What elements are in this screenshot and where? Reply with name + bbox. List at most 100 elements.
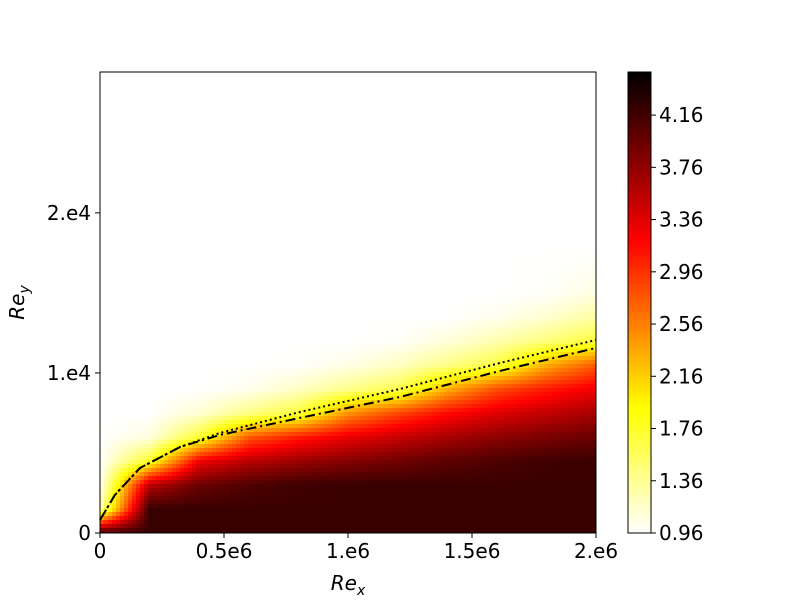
field-cell [100, 316, 105, 321]
field-cell [148, 88, 153, 93]
field-cell [216, 120, 221, 125]
field-cell [100, 472, 105, 477]
field-cell [152, 256, 157, 261]
field-cell [120, 440, 125, 445]
field-cell [236, 124, 241, 129]
field-cell [244, 320, 249, 325]
field-cell [144, 276, 149, 281]
field-cell [248, 164, 253, 169]
field-cell [204, 256, 209, 261]
field-cell [248, 280, 253, 285]
field-cell [256, 396, 261, 401]
field-cell [236, 96, 241, 101]
field-cell [220, 520, 225, 525]
field-cell [180, 376, 185, 381]
field-cell [256, 184, 261, 189]
field-cell [120, 500, 125, 505]
field-cell [204, 448, 209, 453]
field-cell [196, 72, 201, 77]
field-cell [104, 504, 109, 509]
field-cell [180, 496, 185, 501]
field-cell [148, 296, 153, 301]
field-cell [144, 352, 149, 357]
field-cell [156, 220, 161, 225]
field-cell [252, 328, 257, 333]
field-cell [108, 344, 113, 349]
field-cell [100, 116, 105, 121]
field-cell [108, 324, 113, 329]
field-cell [260, 240, 265, 245]
field-cell [228, 480, 233, 485]
field-cell [144, 432, 149, 437]
field-cell [184, 244, 189, 249]
field-cell [124, 240, 129, 245]
field-cell [132, 416, 137, 421]
field-cell [260, 308, 265, 313]
field-cell [224, 292, 229, 297]
field-cell [160, 396, 165, 401]
field-cell [260, 448, 265, 453]
field-cell [116, 428, 121, 433]
field-cell [256, 508, 261, 513]
field-cell [196, 128, 201, 133]
field-cell [236, 128, 241, 133]
field-cell [188, 100, 193, 105]
field-cell [224, 136, 229, 141]
field-cell [112, 200, 117, 205]
field-cell [136, 256, 141, 261]
field-cell [188, 336, 193, 341]
field-cell [120, 392, 125, 397]
field-cell [268, 404, 273, 409]
field-cell [236, 188, 241, 193]
field-cell [140, 412, 145, 417]
field-cell [180, 300, 185, 305]
field-cell [248, 456, 253, 461]
field-cell [112, 212, 117, 217]
field-cell [132, 420, 137, 425]
field-cell [220, 424, 225, 429]
field-cell [128, 300, 133, 305]
field-cell [168, 104, 173, 109]
field-cell [148, 504, 153, 509]
field-cell [160, 132, 165, 137]
field-cell [124, 124, 129, 129]
field-cell [140, 176, 145, 181]
field-cell [192, 284, 197, 289]
field-cell [132, 80, 137, 85]
field-cell [104, 312, 109, 317]
field-cell [108, 332, 113, 337]
field-cell [224, 396, 229, 401]
field-cell [104, 200, 109, 205]
field-cell [224, 228, 229, 233]
field-cell [176, 84, 181, 89]
field-cell [160, 520, 165, 525]
field-cell [152, 96, 157, 101]
field-cell [132, 340, 137, 345]
field-cell [252, 368, 257, 373]
field-cell [220, 492, 225, 497]
field-cell [108, 480, 113, 485]
field-cell [252, 356, 257, 361]
field-cell [240, 268, 245, 273]
field-cell [164, 76, 169, 81]
field-cell [168, 388, 173, 393]
field-cell [128, 400, 133, 405]
field-cell [228, 124, 233, 129]
field-cell [220, 212, 225, 217]
field-cell [260, 420, 265, 425]
field-cell [232, 268, 237, 273]
field-cell [244, 100, 249, 105]
field-cell [160, 316, 165, 321]
field-cell [240, 512, 245, 517]
field-cell [104, 492, 109, 497]
field-cell [260, 352, 265, 357]
field-cell [156, 416, 161, 421]
field-cell [152, 84, 157, 89]
field-cell [184, 444, 189, 449]
field-cell [160, 280, 165, 285]
field-cell [192, 412, 197, 417]
field-cell [212, 244, 217, 249]
field-cell [248, 84, 253, 89]
field-cell [192, 216, 197, 221]
field-cell [236, 100, 241, 105]
